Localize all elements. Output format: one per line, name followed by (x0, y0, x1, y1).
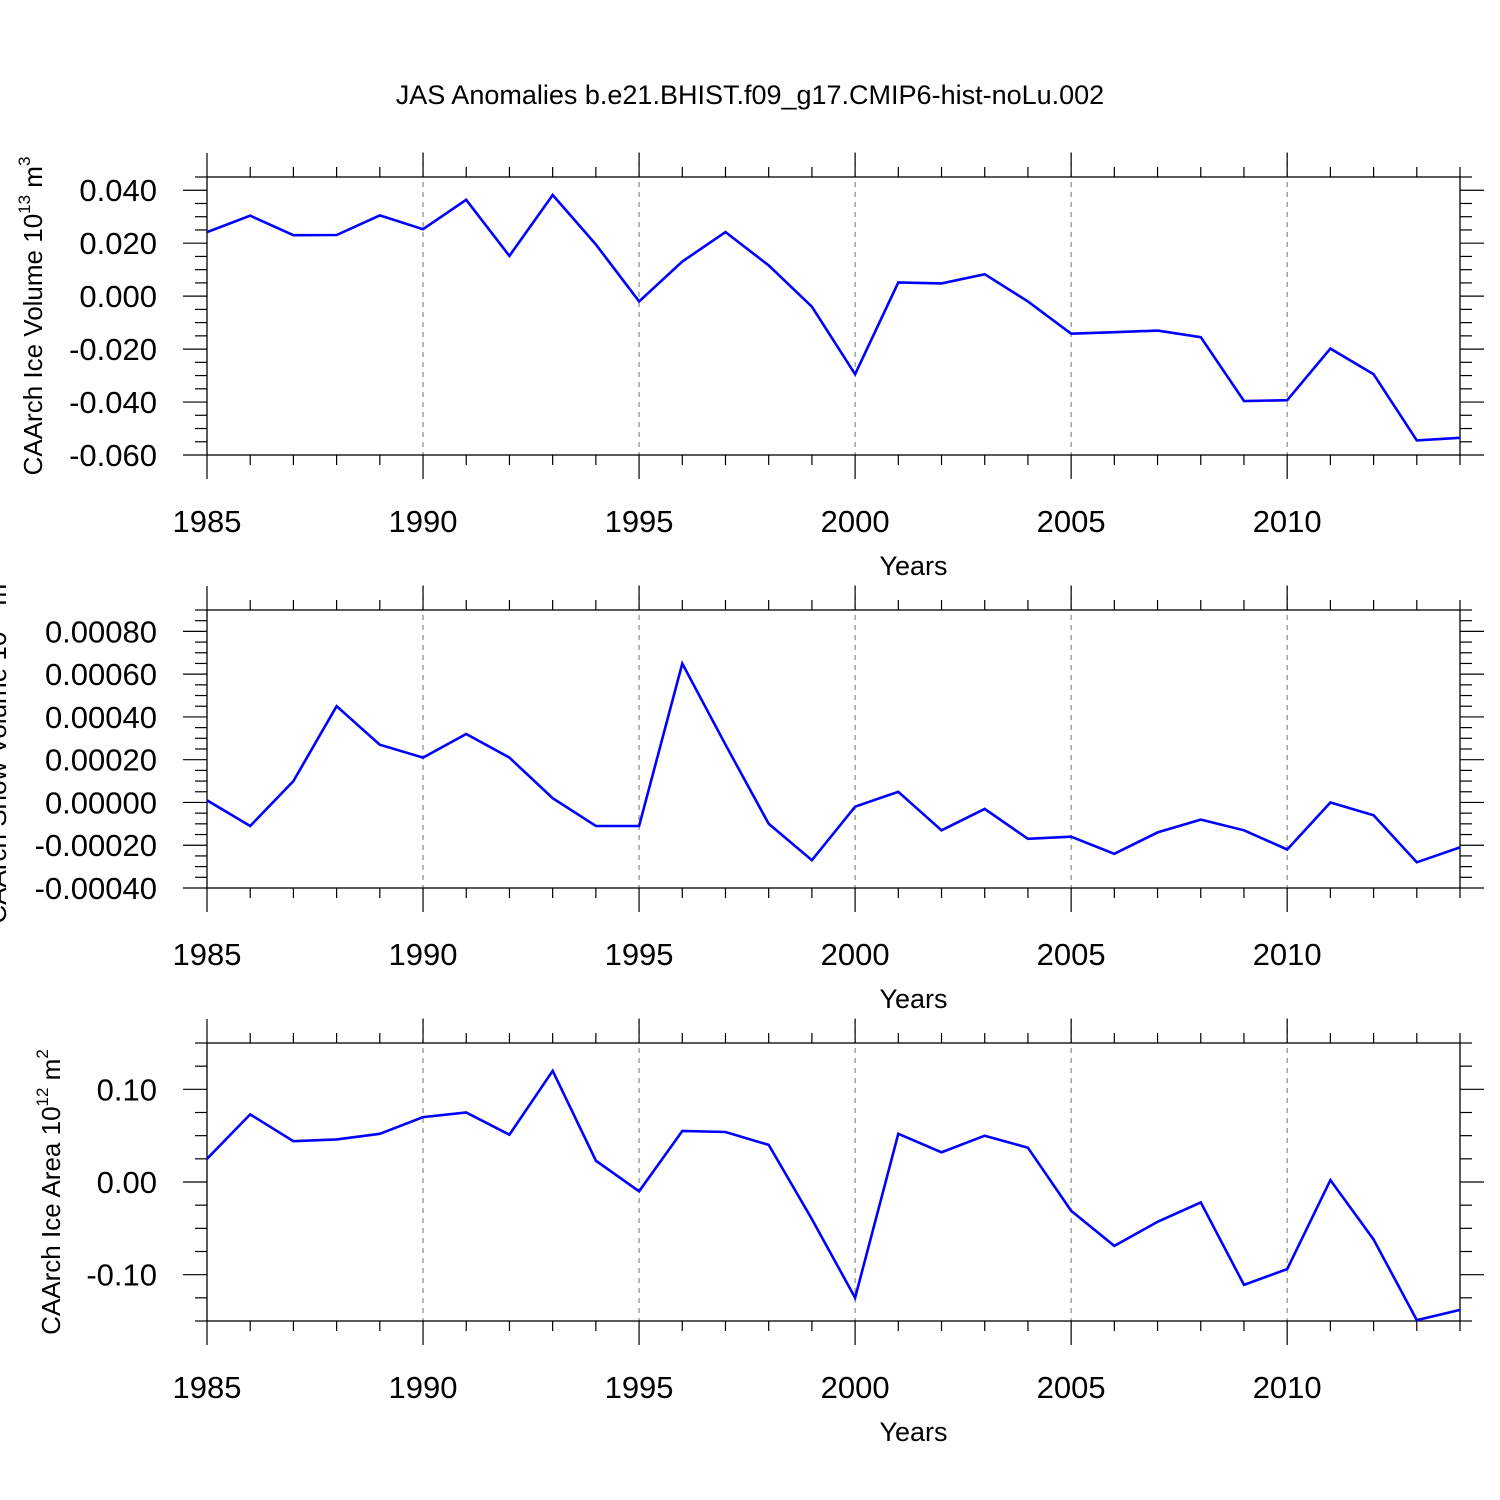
plot-frame (206, 1042, 1461, 1322)
y-tick-label: -0.00020 (35, 828, 157, 863)
y-axis-label-main: CAArch Ice Area 10 (36, 1106, 66, 1334)
x-tick-label: 1990 (389, 1370, 458, 1405)
y-tick-label: 0.000 (79, 279, 157, 314)
y-axis-label-unit-exponent: 2 (33, 1049, 52, 1058)
series-line (207, 659, 1460, 864)
y-tick-label: 0.10 (97, 1072, 157, 1107)
x-tick-label: 1985 (173, 937, 242, 972)
x-tick-label: 2005 (1037, 1370, 1106, 1405)
y-axis-label-unit: m (0, 584, 12, 613)
x-axis-label: Years (879, 984, 947, 1014)
y-axis-label-unit-exponent: 3 (15, 157, 34, 166)
x-tick-label: 1985 (173, 504, 242, 539)
x-tick-label: 2005 (1037, 937, 1106, 972)
y-tick-label: 0.00000 (45, 785, 157, 820)
y-axis-label-unit: m (36, 1059, 66, 1088)
y-tick-label: 0.00040 (45, 700, 157, 735)
x-tick-label: 1990 (389, 937, 458, 972)
x-tick-label: 1990 (389, 504, 458, 539)
y-tick-label: -0.10 (86, 1258, 157, 1293)
x-tick-label: 1995 (605, 1370, 674, 1405)
y-axis-label-main: CAArch Ice Volume 10 (18, 214, 48, 476)
x-tick-label: 1985 (173, 1370, 242, 1405)
x-tick-label: 1995 (605, 937, 674, 972)
series-line (207, 1068, 1460, 1322)
y-axis-label-unit: m (18, 166, 48, 195)
chart-title: JAS Anomalies b.e21.BHIST.f09_g17.CMIP6-… (396, 80, 1104, 110)
y-axis-label-exponent: 12 (33, 1088, 52, 1107)
y-tick-label: -0.00040 (35, 871, 157, 906)
x-tick-label: 2010 (1253, 1370, 1322, 1405)
panel-1: 1985 1990 1995 2000 2005 2010 Years 0.040 0.020 0… (15, 152, 1484, 581)
y-tick-label: 0.00020 (45, 743, 157, 778)
y-axis-label: CAArch Ice Area 1012 m2 (33, 1049, 66, 1335)
panel-2: 1985 1990 1995 2000 2005 2010 Years 0.00080 0.00… (0, 574, 1484, 1014)
x-axis-label: Years (879, 1417, 947, 1447)
x-tick-label: 2010 (1253, 937, 1322, 972)
y-axis-label-main: CAArch Snow Volume 10 (0, 632, 12, 924)
y-tick-label: -0.020 (69, 332, 157, 367)
y-tick-label: -0.040 (69, 385, 157, 420)
y-tick-label: 0.00080 (45, 614, 157, 649)
y-axis-label: CAArch Snow Volume 1013 m3 (0, 574, 12, 923)
y-axis-label-exponent: 13 (15, 195, 34, 214)
plot-frame (206, 176, 1461, 456)
y-tick-label: 0.00 (97, 1165, 157, 1200)
x-tick-label: 2000 (821, 937, 890, 972)
x-tick-label: 1995 (605, 504, 674, 539)
x-tick-label: 2000 (821, 1370, 890, 1405)
series-line (207, 192, 1460, 442)
panel-3: 1985 1990 1995 2000 2005 2010 Years 0.10 0.00 -0.… (33, 1018, 1484, 1447)
y-tick-label: 0.040 (79, 173, 157, 208)
x-axis-label: Years (879, 551, 947, 581)
x-tick-label: 2005 (1037, 504, 1106, 539)
y-tick-label: -0.060 (69, 438, 157, 473)
x-tick-label: 2000 (821, 504, 890, 539)
y-tick-label: 0.020 (79, 226, 157, 261)
y-axis-label: CAArch Ice Volume 1013 m3 (15, 157, 48, 476)
y-tick-label: 0.00060 (45, 657, 157, 692)
x-tick-label: 2010 (1253, 504, 1322, 539)
